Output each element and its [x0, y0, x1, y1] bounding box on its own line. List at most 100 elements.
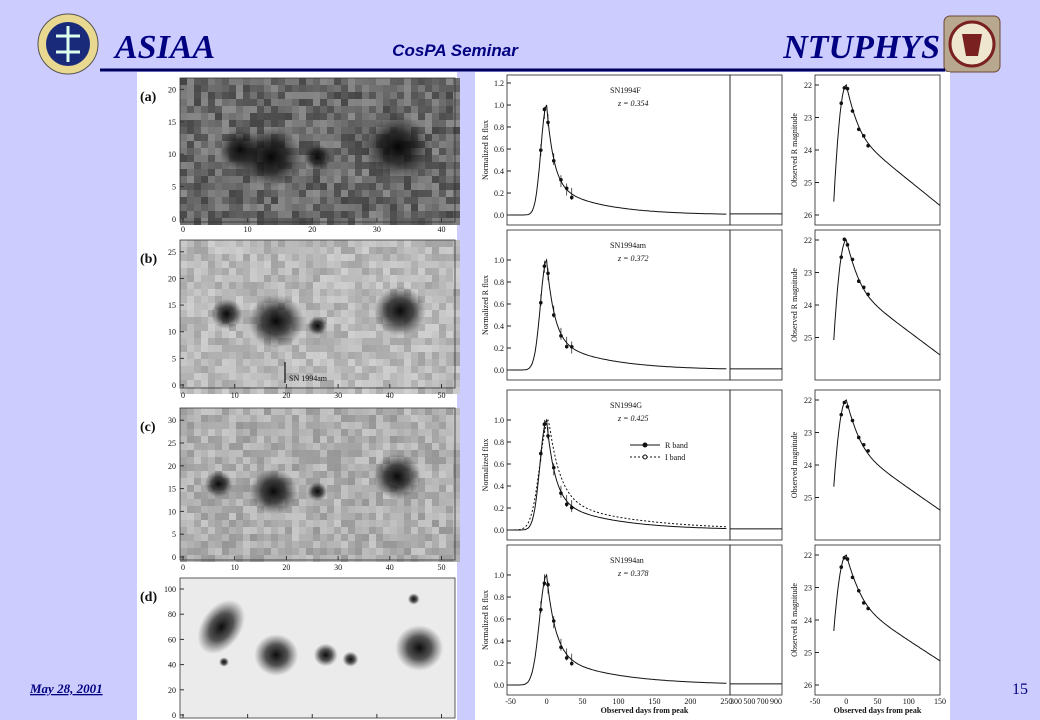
image-pixel: [320, 506, 327, 513]
image-pixel: [285, 555, 292, 562]
image-pixel: [376, 380, 383, 387]
image-pixel: [362, 218, 369, 225]
plot-frame: [729, 74, 783, 226]
image-pixel: [194, 282, 201, 289]
image-pixel: [418, 254, 425, 261]
image-pixel: [439, 211, 446, 218]
image-pixel: [257, 380, 264, 387]
image-pixel: [439, 218, 446, 225]
image-pixel: [432, 492, 439, 499]
image-pixel: [320, 534, 327, 541]
image-pixel: [285, 120, 292, 127]
image-pixel: [187, 387, 194, 394]
image-pixel: [432, 247, 439, 254]
image-pixel: [299, 457, 306, 464]
image-pixel: [425, 464, 432, 471]
image-pixel: [425, 92, 432, 99]
image-pixel: [383, 282, 390, 289]
mag-axis-label: Observed R magnitude: [790, 268, 799, 342]
image-pixel: [355, 268, 362, 275]
image-pixel: [299, 492, 306, 499]
image-pixel: [278, 120, 285, 127]
image-pixel: [411, 534, 418, 541]
image-pixel: [411, 113, 418, 120]
image-pixel: [194, 506, 201, 513]
image-pixel: [404, 548, 411, 555]
image-pixel: [453, 296, 460, 303]
image-pixel: [194, 120, 201, 127]
image-pixel: [208, 457, 215, 464]
y-tick-label: 0.4: [494, 167, 504, 176]
image-pixel: [222, 85, 229, 92]
image-pixel: [215, 190, 222, 197]
image-pixel: [334, 289, 341, 296]
image-pixel: [250, 85, 257, 92]
image-pixel: [369, 247, 376, 254]
image-pixel: [446, 471, 453, 478]
image-pixel: [278, 345, 285, 352]
image-pixel: [376, 240, 383, 247]
image-pixel: [229, 373, 236, 380]
image-pixel: [194, 303, 201, 310]
image-pixel: [397, 345, 404, 352]
image-pixel: [439, 450, 446, 457]
image-pixel: [222, 197, 229, 204]
image-pixel: [334, 190, 341, 197]
image-pixel: [215, 127, 222, 134]
image-pixel: [180, 450, 187, 457]
image-pixel: [362, 541, 369, 548]
image-pixel: [264, 380, 271, 387]
image-pixel: [376, 506, 383, 513]
image-pixel: [236, 506, 243, 513]
image-pixel: [201, 211, 208, 218]
image-pixel: [208, 289, 215, 296]
image-pixel: [236, 85, 243, 92]
y-tick-label: 0.4: [494, 482, 504, 491]
image-pixel: [306, 240, 313, 247]
image-pixel: [425, 247, 432, 254]
image-pixel: [362, 240, 369, 247]
image-pixel: [201, 534, 208, 541]
image-pixel: [397, 359, 404, 366]
image-pixel: [271, 289, 278, 296]
image-pixel: [292, 204, 299, 211]
image-pixel: [334, 464, 341, 471]
image-pixel: [439, 303, 446, 310]
image-pixel: [418, 499, 425, 506]
image-pixel: [229, 190, 236, 197]
image-pixel: [292, 92, 299, 99]
image-pixel: [264, 275, 271, 282]
image-pixel: [425, 240, 432, 247]
image-pixel: [250, 197, 257, 204]
lightcurve-figure: [475, 72, 950, 720]
image-pixel: [341, 513, 348, 520]
image-pixel: [194, 204, 201, 211]
image-pixel: [334, 457, 341, 464]
image-pixel: [215, 520, 222, 527]
image-pixel: [278, 289, 285, 296]
image-pixel: [369, 268, 376, 275]
image-pixel: [355, 190, 362, 197]
image-pixel: [355, 492, 362, 499]
galaxy: [197, 599, 246, 655]
image-pixel: [439, 527, 446, 534]
image-pixel: [299, 289, 306, 296]
galaxy: [204, 470, 233, 498]
mag-point: [845, 86, 850, 91]
image-pixel: [334, 197, 341, 204]
image-pixel: [243, 85, 250, 92]
image-pixel: [180, 499, 187, 506]
image-pixel: [229, 492, 236, 499]
legend-marker: [642, 454, 648, 460]
image-pixel: [264, 261, 271, 268]
image-pixel: [327, 324, 334, 331]
image-pixel: [411, 268, 418, 275]
image-pixel: [369, 436, 376, 443]
y-tick-label: 5: [172, 354, 176, 363]
image-pixel: [187, 548, 194, 555]
image-pixel: [278, 436, 285, 443]
image-pixel: [446, 429, 453, 436]
image-pixel: [334, 359, 341, 366]
image-pixel: [271, 211, 278, 218]
image-pixel: [194, 324, 201, 331]
